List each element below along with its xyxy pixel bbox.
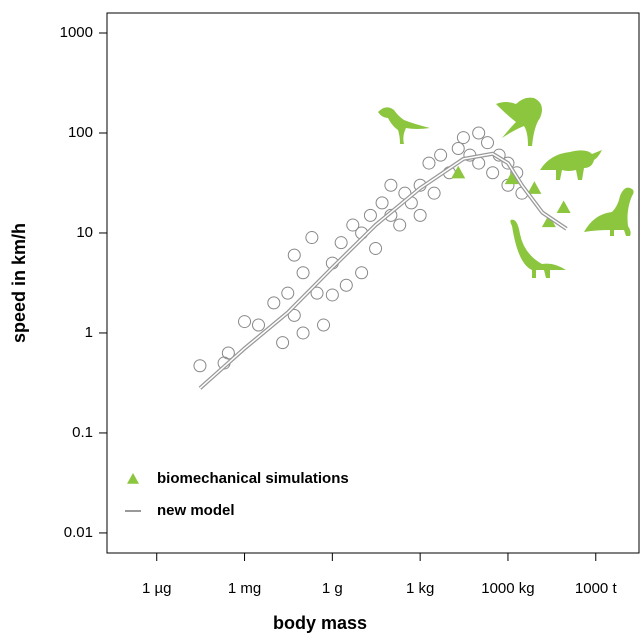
scatter-point	[369, 241, 383, 255]
legend-label: biomechanical simulations	[157, 470, 349, 487]
scatter-point	[480, 136, 494, 150]
triangle-point	[556, 200, 571, 214]
x-tick-label: 1 g	[322, 580, 343, 597]
scatter-point	[334, 236, 348, 250]
scatter-point	[325, 288, 339, 302]
y-tick-label: 1000	[60, 24, 93, 41]
scatter-point	[287, 308, 301, 322]
scatter-point	[413, 208, 427, 222]
dino-sauropod	[584, 187, 634, 236]
x-tick-label: 1 kg	[406, 580, 434, 597]
scatter-point	[287, 248, 301, 262]
legend-triangle	[127, 473, 139, 484]
triangle-point	[541, 214, 556, 228]
dino-brachiosaurus	[510, 219, 566, 278]
model-line-core	[199, 152, 567, 389]
scatter-point	[501, 156, 515, 170]
y-axis-label: speed in km/h	[9, 223, 29, 343]
scatter-point	[339, 278, 353, 292]
x-tick-label: 1 µg	[142, 580, 172, 597]
y-tick-label: 100	[68, 124, 93, 141]
scatter-point	[281, 286, 295, 300]
scatter-point	[427, 186, 441, 200]
dino-raptor	[496, 97, 542, 146]
scatter-point	[296, 326, 310, 340]
scatter-point	[384, 178, 398, 192]
y-tick-label: 0.01	[64, 524, 93, 541]
scatter-point	[355, 266, 369, 280]
y-tick-label: 10	[76, 224, 93, 241]
scatter-point	[305, 231, 319, 245]
dino-theropod	[378, 107, 430, 144]
model-line	[198, 151, 568, 390]
dino-triceratops	[540, 150, 602, 180]
x-tick-label: 1000 t	[575, 580, 618, 597]
triangle-point	[451, 165, 466, 179]
scatter-point	[346, 218, 360, 232]
x-tick-label: 1000 kg	[481, 580, 534, 597]
scatter-point	[238, 315, 252, 329]
triangle-point	[527, 181, 542, 194]
scatter-point	[375, 196, 389, 210]
x-tick-label: 1 mg	[228, 580, 261, 597]
scatter-point	[393, 218, 407, 232]
scatter-point	[317, 318, 331, 332]
scatter-point	[422, 156, 436, 170]
scatter-point	[456, 131, 470, 145]
scatter-point	[363, 208, 377, 222]
scatter-point	[267, 296, 281, 310]
legend-label: new model	[157, 502, 235, 519]
y-tick-label: 0.1	[72, 424, 93, 441]
scatter-point	[486, 166, 500, 180]
scatter-point	[221, 346, 235, 360]
scatter-point	[472, 126, 486, 140]
scatter-point	[451, 141, 465, 155]
scatter-point	[434, 148, 448, 162]
y-tick-label: 1	[85, 324, 93, 341]
x-axis-label: body mass	[273, 613, 367, 633]
scatter-point	[193, 359, 207, 373]
scatter-point	[252, 318, 266, 332]
dinosaur-silhouettes	[378, 97, 634, 278]
scatter-point	[296, 266, 310, 280]
scatter-point	[276, 336, 290, 350]
plot-frame	[106, 12, 640, 554]
triangle-point	[504, 171, 519, 185]
scatter-point	[310, 286, 324, 300]
